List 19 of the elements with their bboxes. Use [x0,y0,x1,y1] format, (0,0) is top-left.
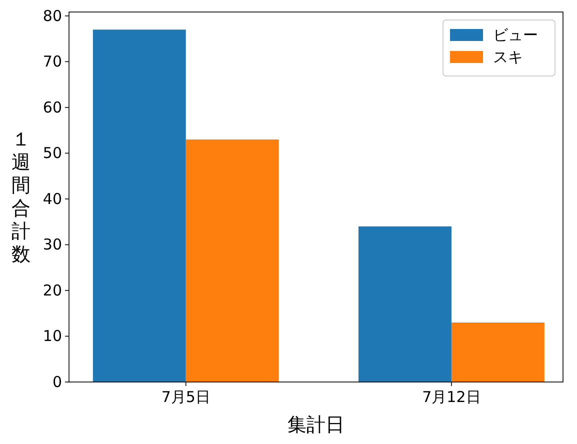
y-tick-label: 70 [42,52,62,71]
bar [451,322,544,382]
x-tick-label: 7月12日 [422,388,481,406]
y-tick-label: 0 [52,373,62,391]
legend-label: スキ [493,48,523,66]
legend-label: ビュー [493,26,538,44]
y-tick-label: 60 [42,98,62,116]
x-axis-title: 集計日 [288,414,344,436]
y-tick-label: 10 [42,327,62,346]
bar [358,226,452,382]
y-tick-label: 50 [42,144,62,162]
y-tick-label: 20 [42,281,62,300]
y-tick-label: 40 [42,190,62,208]
bar [92,30,186,382]
y-tick-label: 80 [42,6,62,25]
y-tick-label: 30 [42,236,62,254]
bar [186,139,279,382]
x-tick-label: 7月5日 [161,388,210,406]
y-axis-title: １週間合計数 [12,128,30,266]
